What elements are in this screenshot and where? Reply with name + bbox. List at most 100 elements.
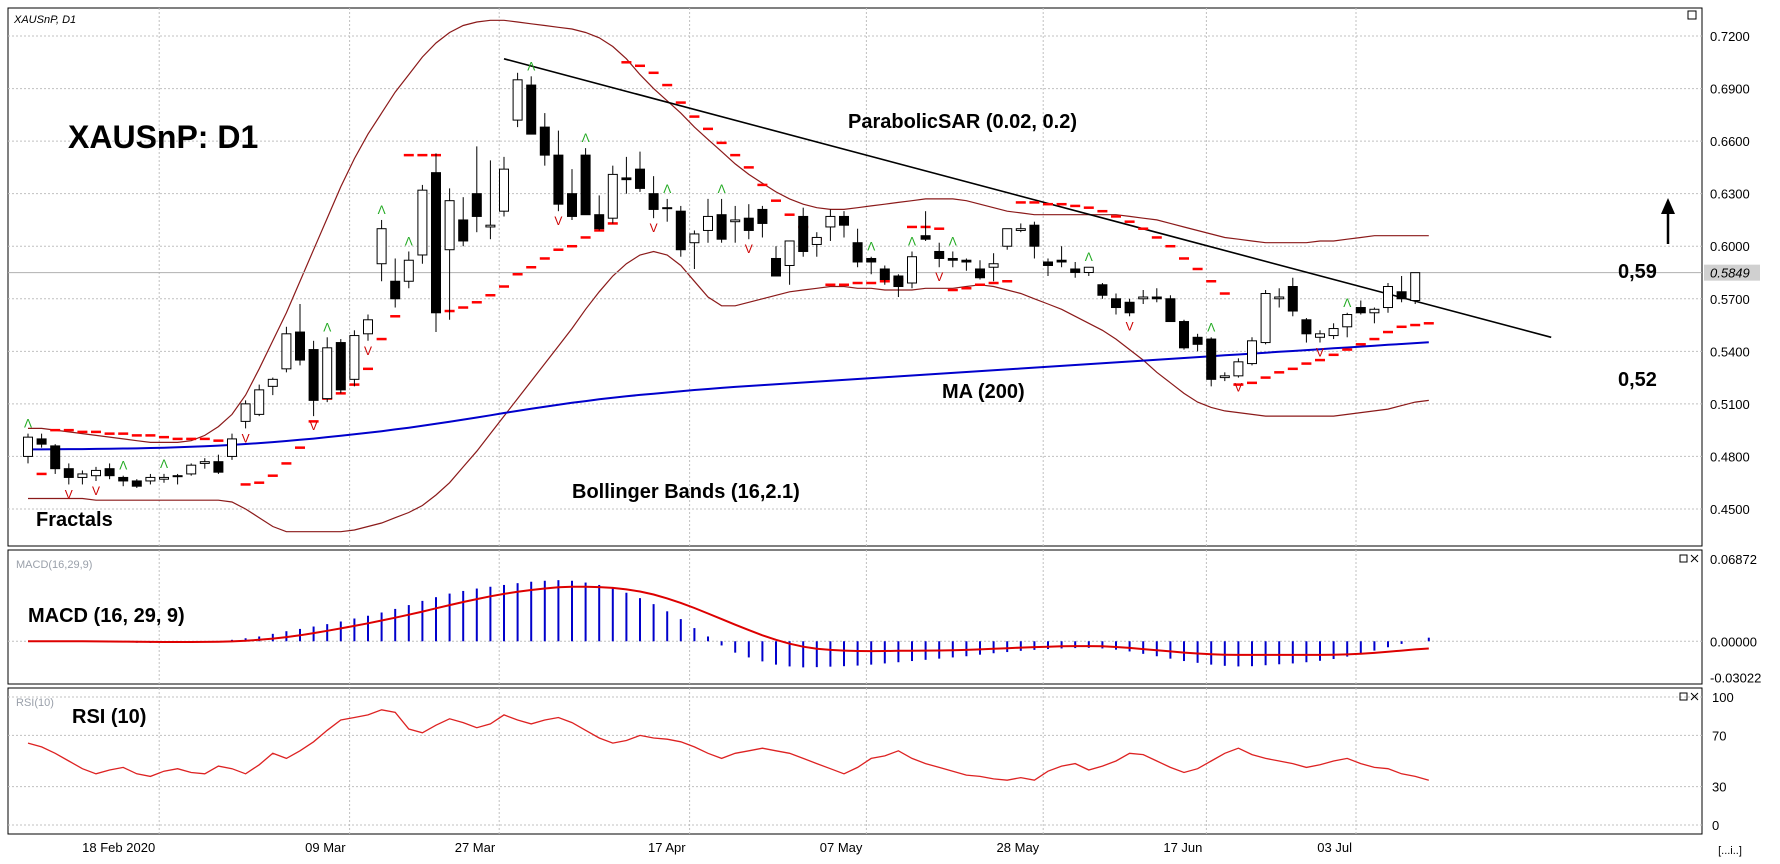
candle-body — [580, 154, 591, 216]
candle-body — [335, 342, 346, 391]
candle-body — [716, 214, 727, 240]
fractal-down-icon: V — [92, 484, 100, 498]
candle-body — [852, 242, 863, 263]
x-tick-label: 18 Feb 2020 — [82, 840, 155, 855]
y-tick-label: 0.6000 — [1710, 239, 1750, 254]
candle-body — [63, 468, 74, 478]
candle-body — [1179, 321, 1189, 349]
candle-body — [1369, 308, 1380, 314]
x-tick-label: 09 Mar — [305, 840, 346, 855]
candle-body — [403, 259, 414, 282]
candle-body — [1192, 336, 1203, 345]
fractal-up-icon: Λ — [119, 459, 127, 473]
chart-heading: XAUSnP: D1 — [68, 119, 258, 155]
maximize-icon[interactable] — [1687, 10, 1697, 20]
candle-body — [689, 233, 700, 244]
rsi-y-axis: 100 70 30 0 — [1712, 690, 1734, 833]
x-tick-label: 17 Apr — [648, 840, 686, 855]
candle-body — [1274, 296, 1285, 300]
fractal-down-icon: V — [242, 431, 250, 445]
current-price-tag — [1704, 264, 1760, 281]
candle-body — [50, 445, 61, 470]
y-tick-label: 0.5700 — [1710, 292, 1750, 307]
candle-body — [1219, 375, 1230, 379]
candle-body — [1070, 268, 1081, 273]
candle-body — [36, 438, 47, 445]
candle-body — [648, 193, 659, 210]
fractal-up-icon: Λ — [949, 234, 957, 248]
candle-body — [1151, 296, 1162, 300]
candle-body — [757, 208, 768, 224]
main-panel — [7, 7, 1703, 547]
candle-body — [349, 335, 360, 380]
rsi-panel — [7, 687, 1703, 835]
fractal-down-icon: V — [65, 487, 73, 501]
y-tick-label: 0.6900 — [1710, 82, 1750, 97]
candle-body — [866, 257, 877, 263]
arrow-up-icon — [1661, 198, 1675, 244]
fractal-up-icon: Λ — [1343, 296, 1351, 310]
candle-body — [159, 476, 169, 480]
candle-body — [281, 333, 292, 370]
candle-body — [1383, 286, 1393, 309]
ma-label: MA (200) — [942, 381, 1025, 403]
candle-body — [594, 214, 605, 230]
macd-y-tick-label: 0.06872 — [1710, 552, 1757, 567]
scroll-icon[interactable]: [...i..] — [1718, 845, 1742, 857]
candle-body — [567, 193, 577, 217]
candle-body — [1029, 224, 1040, 247]
candle-body — [295, 331, 305, 361]
candle-body — [23, 436, 33, 457]
target-down-label: 0,52 — [1618, 369, 1657, 391]
fractal-down-icon: V — [650, 221, 658, 235]
x-tick-label: 28 May — [997, 840, 1040, 855]
fractal-up-icon: Λ — [1085, 250, 1093, 264]
candle-body — [607, 173, 618, 219]
candle-body — [1342, 314, 1353, 328]
x-tick-label: 03 Jul — [1317, 840, 1352, 855]
macd-label: MACD (16, 29, 9) — [28, 605, 185, 627]
candle-body — [621, 177, 632, 181]
candle-body — [934, 250, 945, 259]
candle-body — [1097, 284, 1108, 296]
candle-body — [1396, 291, 1407, 300]
candle-body — [1124, 301, 1135, 314]
macd-panel — [7, 549, 1703, 685]
candle-body — [1165, 298, 1176, 323]
y-tick-label: 0.4500 — [1710, 502, 1750, 517]
fractal-up-icon: Λ — [582, 131, 590, 145]
candle-body — [539, 126, 550, 156]
fractal-down-icon: V — [935, 270, 943, 284]
candle-body — [920, 235, 931, 240]
fractal-down-icon: V — [310, 419, 318, 433]
candle-body — [417, 189, 428, 256]
fractal-down-icon: V — [554, 214, 562, 228]
candle-body — [975, 268, 985, 279]
y-tick-label: 0.4800 — [1710, 449, 1750, 464]
x-axis: 18 Feb 2020 09 Mar 27 Mar 17 Apr 07 May 28 Ma… — [82, 840, 1352, 855]
candle-body — [553, 154, 564, 205]
candle-body — [907, 256, 917, 284]
candle-body — [947, 257, 958, 261]
rsi-panel-buttons[interactable] — [1679, 692, 1699, 701]
rsi-label: RSI (10) — [72, 706, 146, 728]
candle-body — [675, 210, 686, 251]
candle-body — [662, 207, 673, 210]
candle-body — [390, 280, 401, 300]
fractals-label: Fractals — [36, 509, 113, 531]
candle-body — [499, 168, 509, 212]
fractal-up-icon: Λ — [323, 320, 331, 334]
main-y-axis: 0.7200 0.6900 0.6600 0.6300 0.6000 0.5700 0.54… — [1704, 29, 1760, 517]
candle-body — [1287, 286, 1298, 312]
candle-body — [131, 480, 142, 487]
candle-body — [893, 275, 904, 288]
x-tick-label: 17 Jun — [1163, 840, 1202, 855]
macd-panel-buttons[interactable] — [1679, 554, 1699, 563]
candle-body — [213, 461, 224, 473]
macd-y-tick-label: 0.00000 — [1710, 634, 1757, 649]
candle-body — [118, 476, 129, 482]
rsi-y-tick-label: 100 — [1712, 690, 1734, 705]
candle-body — [322, 347, 333, 400]
candle-body — [1355, 307, 1366, 314]
